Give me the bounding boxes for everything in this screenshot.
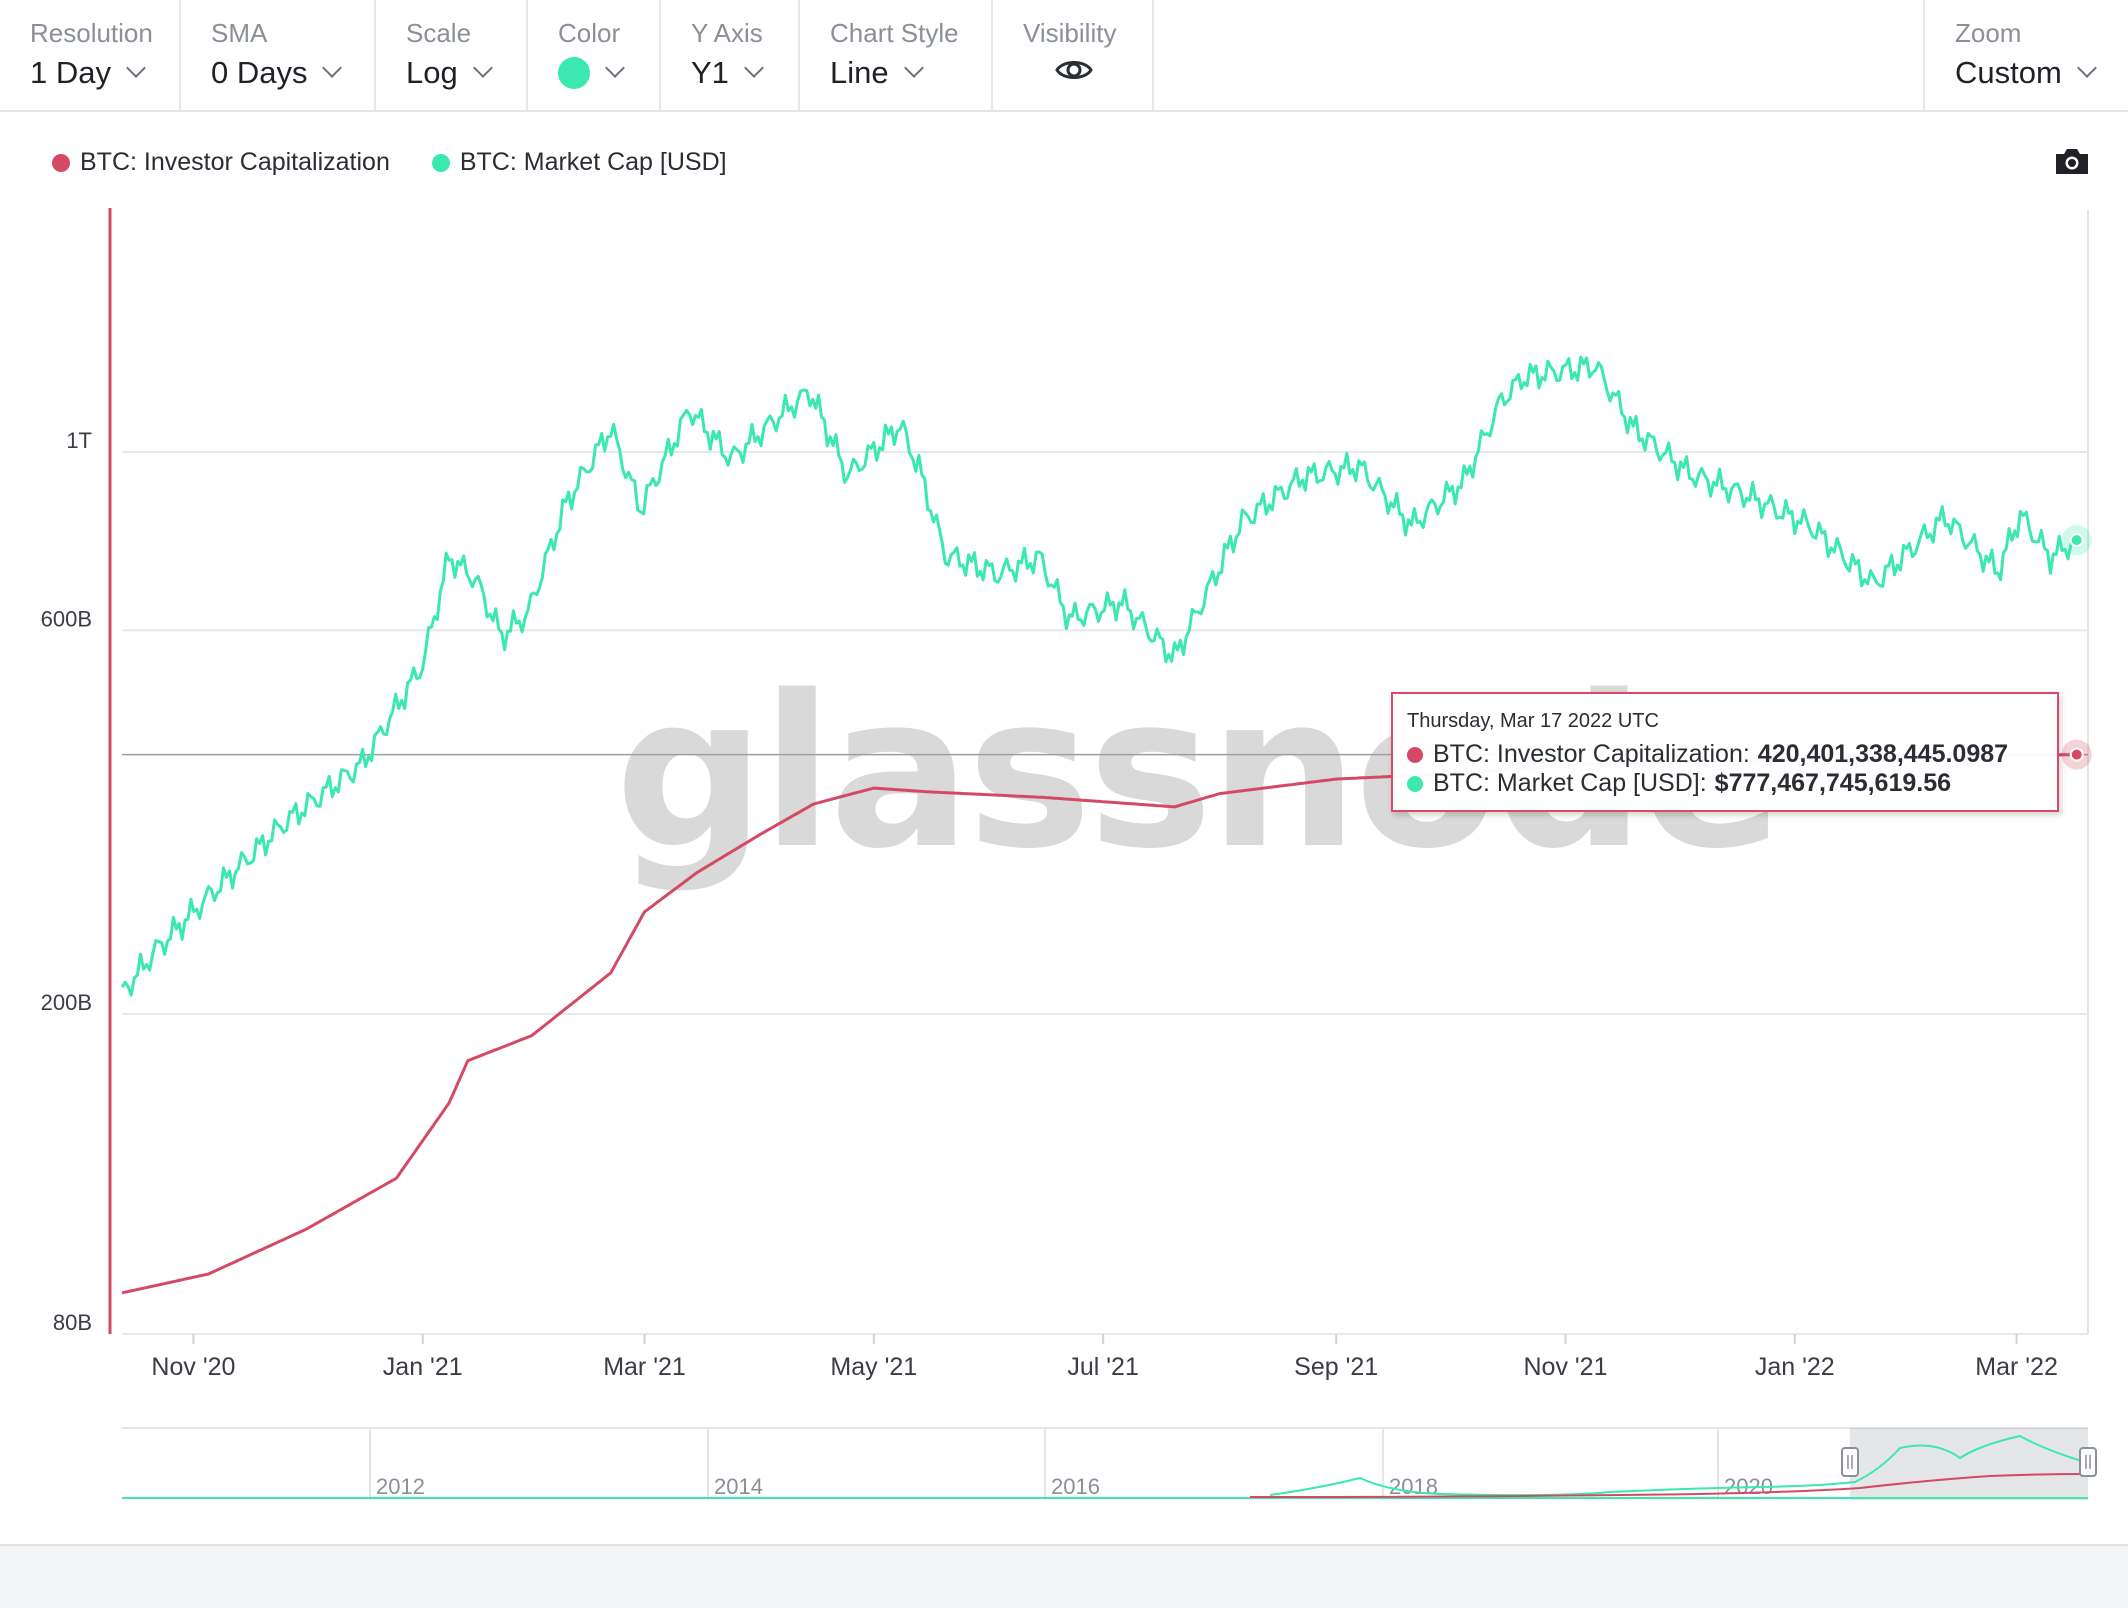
tooltip: Thursday, Mar 17 2022 UTC BTC: Investor … — [1391, 692, 2059, 812]
hover-marker — [2069, 533, 2084, 548]
legend-label: BTC: Investor Capitalization — [80, 148, 390, 176]
color-swatch — [558, 57, 590, 89]
legend-swatch — [431, 153, 450, 172]
y-tick-label: 200B — [41, 990, 92, 1015]
tooltip-value: $777,467,745,619.56 — [1714, 769, 1952, 797]
y-axis-label: Y Axis — [691, 18, 763, 48]
navigator-selection — [1850, 1428, 2088, 1500]
y-tick-label: 80B — [53, 1310, 92, 1335]
zoom-control[interactable]: Zoom Custom — [1923, 0, 2128, 110]
navigator-year-label: 2018 — [1389, 1474, 1438, 1499]
x-tick-label: Jan '21 — [383, 1353, 463, 1381]
resolution-label: Resolution — [30, 18, 153, 48]
color-label: Color — [558, 18, 621, 48]
zoom-value: Custom — [1955, 55, 2062, 90]
scale-label: Scale — [406, 18, 472, 48]
y-axis-value: Y1 — [691, 55, 729, 90]
chart-legend: BTC: Investor Capitalization BTC: Market… — [52, 148, 769, 177]
navigator-market-cap-line — [1269, 1434, 2089, 1497]
navigator-year-label: 2014 — [714, 1474, 763, 1499]
scale-value: Log — [406, 55, 458, 90]
hover-marker — [2069, 747, 2084, 762]
color-control[interactable]: Color — [528, 0, 661, 110]
resolution-value: 1 Day — [30, 55, 111, 90]
navigator-year-label: 2016 — [1051, 1474, 1100, 1499]
tooltip-label: BTC: Investor Capitalization: — [1433, 740, 1750, 768]
x-tick-label: Sep '21 — [1294, 1353, 1378, 1381]
tooltip-swatch — [1407, 775, 1423, 792]
sma-value: 0 Days — [211, 55, 308, 90]
zoom-label: Zoom — [1955, 18, 2022, 48]
legend-item-investor-cap[interactable]: BTC: Investor Capitalization — [52, 148, 390, 177]
y-axis-control[interactable]: Y Axis Y1 — [661, 0, 800, 110]
sma-control[interactable]: SMA 0 Days — [181, 0, 376, 110]
chart-style-value: Line — [830, 55, 889, 90]
chart-style-label: Chart Style — [830, 18, 959, 48]
market-cap-line — [120, 355, 2078, 997]
x-tick-label: May '21 — [830, 1353, 917, 1381]
visibility-control[interactable]: Visibility — [993, 0, 1154, 110]
scale-control[interactable]: Scale Log — [376, 0, 528, 110]
y-tick-label: 1T — [66, 428, 92, 453]
resolution-control[interactable]: Resolution 1 Day — [0, 0, 181, 110]
eye-icon — [1055, 61, 1093, 79]
camera-icon[interactable] — [2054, 146, 2090, 176]
chart-panel — [0, 112, 2128, 1546]
x-tick-label: Jan '22 — [1755, 1353, 1835, 1381]
legend-item-market-cap[interactable]: BTC: Market Cap [USD] — [431, 148, 727, 177]
y-tick-label: 600B — [41, 606, 92, 631]
tooltip-date: Thursday, Mar 17 2022 UTC — [1407, 710, 1659, 732]
tooltip-label: BTC: Market Cap [USD]: — [1433, 769, 1707, 797]
tooltip-row-investor-cap: BTC: Investor Capitalization: 420,401,33… — [1407, 740, 2008, 769]
navigator-handle — [2079, 1447, 2097, 1477]
x-tick-label: Nov '21 — [1523, 1353, 1607, 1381]
navigator-handle — [1841, 1447, 1859, 1477]
tooltip-swatch — [1407, 746, 1423, 763]
tooltip-row-market-cap: BTC: Market Cap [USD]: $777,467,745,619.… — [1407, 769, 1951, 798]
navigator-year-label: 2012 — [376, 1474, 425, 1499]
legend-label: BTC: Market Cap [USD] — [459, 148, 727, 176]
visibility-label: Visibility — [1023, 18, 1117, 48]
x-tick-label: Mar '21 — [603, 1353, 686, 1381]
x-tick-label: Mar '22 — [1975, 1353, 2058, 1381]
x-tick-label: Nov '20 — [151, 1353, 235, 1381]
navigator-investor-cap-line — [1249, 1473, 2089, 1498]
toolbar: Resolution 1 Day SMA 0 Days Scale Log Co… — [0, 0, 2128, 112]
legend-swatch — [52, 153, 70, 172]
investor-cap-line — [121, 753, 2077, 1295]
tooltip-value: 420,401,338,445.0987 — [1757, 740, 2009, 768]
chart-style-control[interactable]: Chart Style Line — [800, 0, 993, 110]
x-tick-label: Jul '21 — [1067, 1353, 1138, 1381]
sma-label: SMA — [211, 18, 268, 48]
